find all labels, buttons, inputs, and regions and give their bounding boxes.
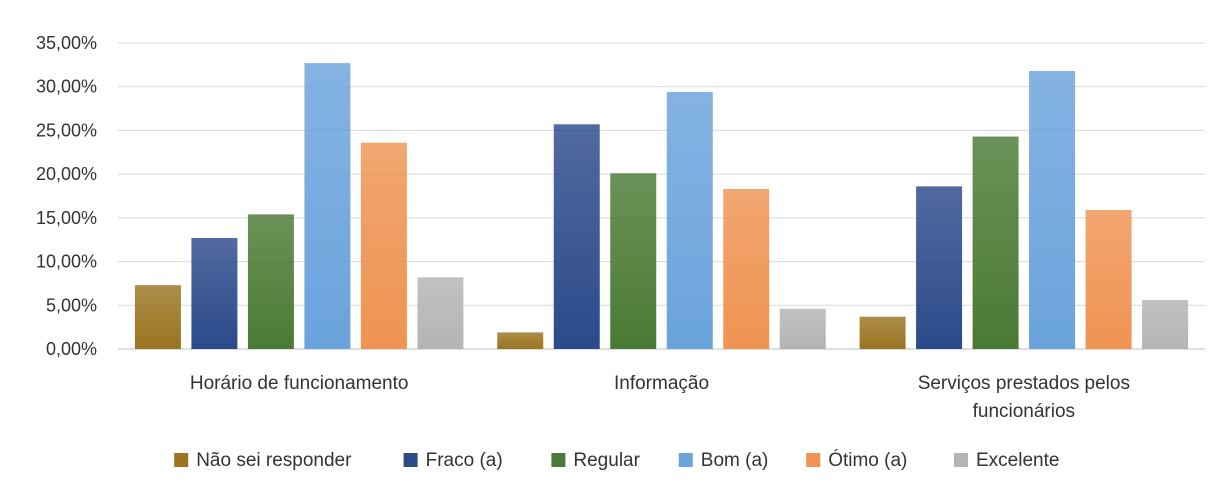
bar-regular-1 (610, 173, 657, 349)
y-tick-label: 15,00% (36, 208, 97, 228)
legend-label: Regular (573, 450, 640, 471)
category-label: Informação (614, 373, 709, 394)
bar-bom-a--2 (1029, 70, 1076, 349)
gridlines (118, 42, 1205, 350)
legend-label: Fraco (a) (426, 450, 503, 471)
legend-label: Ótimo (a) (828, 449, 907, 471)
bar-bom-a--0 (304, 63, 351, 349)
bar-excelente-2 (1142, 300, 1189, 349)
y-tick-label: 35,00% (36, 33, 97, 53)
legend-label: Excelente (976, 450, 1059, 471)
legend-swatch (954, 453, 968, 467)
bar--timo-a--0 (360, 142, 407, 349)
bar-fraco-a--2 (916, 186, 963, 349)
legend-swatch (174, 453, 189, 467)
bar--timo-a--1 (723, 189, 770, 349)
y-tick-label: 5,00% (46, 295, 97, 315)
bar-fraco-a--0 (191, 237, 238, 349)
x-axis-category-labels: Horário de funcionamento Informação Serviç… (190, 373, 1130, 422)
legend-label: Não sei responder (196, 450, 352, 471)
category-label: Serviços prestados pelos (918, 373, 1130, 394)
bar-n-o-sei-responder-2 (859, 316, 906, 349)
y-tick-label: 20,00% (36, 164, 97, 184)
category-label: funcionários (973, 401, 1075, 422)
y-tick-label: 30,00% (36, 77, 97, 97)
legend-swatch (403, 453, 418, 467)
bar--timo-a--2 (1085, 209, 1132, 349)
bar-regular-2 (972, 136, 1019, 349)
bar-n-o-sei-responder-0 (134, 285, 181, 349)
legend: Não sei responder Fraco (a) Regular Bom (a)… (174, 449, 1059, 471)
bar-n-o-sei-responder-1 (497, 332, 544, 349)
y-tick-label: 10,00% (36, 252, 97, 272)
legend-swatch (678, 453, 693, 467)
bar-bom-a--1 (666, 91, 713, 350)
bar-excelente-0 (417, 277, 464, 349)
legend-swatch (551, 453, 566, 467)
bar-regular-0 (247, 214, 294, 349)
legend-label: Bom (a) (701, 450, 769, 471)
y-axis-tick-labels: 0,00% 5,00% 10,00% 15,00% 20,00% 25,00% 30,00%… (36, 33, 97, 359)
bar-excelente-1 (779, 308, 826, 349)
legend-swatch (806, 453, 821, 467)
bar-fraco-a--1 (553, 124, 600, 350)
category-label: Horário de funcionamento (190, 373, 409, 394)
y-tick-label: 0,00% (46, 339, 97, 359)
y-tick-label: 25,00% (36, 120, 97, 140)
bars (134, 63, 1189, 350)
